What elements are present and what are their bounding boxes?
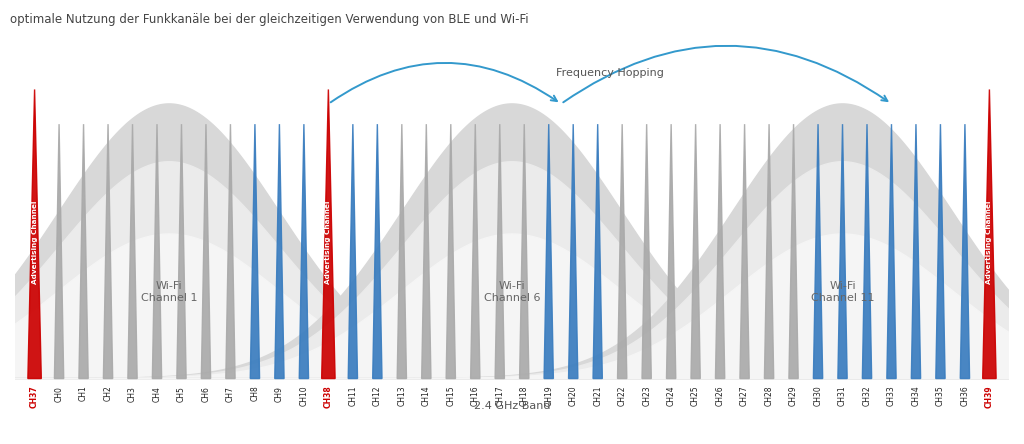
Polygon shape — [177, 124, 186, 379]
Polygon shape — [153, 124, 162, 379]
Polygon shape — [716, 124, 725, 379]
Polygon shape — [496, 124, 505, 379]
Text: Wi-Fi
Channel 11: Wi-Fi Channel 11 — [811, 281, 874, 303]
Polygon shape — [544, 124, 553, 379]
Polygon shape — [593, 124, 602, 379]
Polygon shape — [667, 124, 676, 379]
Polygon shape — [862, 124, 871, 379]
Polygon shape — [446, 124, 456, 379]
Polygon shape — [322, 89, 335, 379]
Polygon shape — [813, 124, 822, 379]
Polygon shape — [519, 124, 528, 379]
Text: Wi-Fi
Channel 6: Wi-Fi Channel 6 — [483, 281, 541, 303]
Polygon shape — [250, 124, 259, 379]
Polygon shape — [617, 124, 627, 379]
Polygon shape — [911, 124, 921, 379]
Polygon shape — [740, 124, 750, 379]
Polygon shape — [299, 124, 308, 379]
Polygon shape — [28, 89, 41, 379]
Polygon shape — [691, 124, 700, 379]
Polygon shape — [642, 124, 651, 379]
Polygon shape — [128, 124, 137, 379]
Text: Advertising Channel: Advertising Channel — [326, 201, 332, 284]
Polygon shape — [471, 124, 480, 379]
Polygon shape — [422, 124, 431, 379]
Polygon shape — [838, 124, 847, 379]
Text: Advertising Channel: Advertising Channel — [32, 201, 38, 284]
Polygon shape — [887, 124, 896, 379]
Text: optimale Nutzung der Funkkanäle bei der gleichzeitigen Verwendung von BLE und Wi: optimale Nutzung der Funkkanäle bei der … — [10, 13, 528, 26]
Polygon shape — [274, 124, 284, 379]
Polygon shape — [348, 124, 357, 379]
Polygon shape — [103, 124, 113, 379]
Polygon shape — [568, 124, 578, 379]
Text: Advertising Channel: Advertising Channel — [986, 201, 992, 284]
Polygon shape — [373, 124, 382, 379]
Polygon shape — [983, 89, 996, 379]
Polygon shape — [226, 124, 236, 379]
Polygon shape — [765, 124, 774, 379]
Polygon shape — [961, 124, 970, 379]
Polygon shape — [936, 124, 945, 379]
Polygon shape — [788, 124, 798, 379]
Text: Frequency Hopping: Frequency Hopping — [556, 68, 664, 78]
Text: 2.4 GHz Band: 2.4 GHz Band — [474, 401, 550, 411]
Text: Wi-Fi
Channel 1: Wi-Fi Channel 1 — [141, 281, 198, 303]
Polygon shape — [202, 124, 211, 379]
Polygon shape — [397, 124, 407, 379]
Polygon shape — [79, 124, 88, 379]
Polygon shape — [54, 124, 63, 379]
